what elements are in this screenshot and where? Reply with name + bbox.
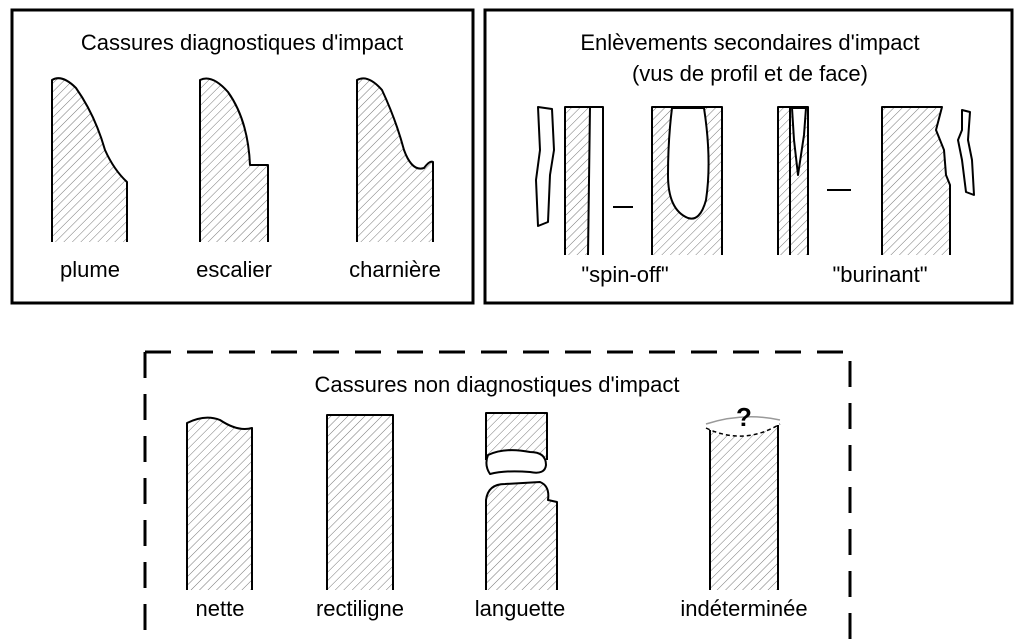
spin-off-shapes [535, 106, 723, 256]
item-label: indéterminée [680, 596, 807, 621]
item-label: nette [196, 596, 245, 621]
languette-shape [485, 412, 558, 590]
item-label: languette [475, 596, 566, 621]
panel-frame [10, 8, 475, 305]
panel-title: Cassures non diagnostiques d'impact [315, 372, 680, 397]
nette-shape [186, 416, 253, 590]
item-label: rectiligne [316, 596, 404, 621]
item-label: "burinant" [832, 262, 927, 287]
item-label: charnière [349, 257, 441, 282]
indeterminee-shape [705, 416, 781, 590]
panel-frame [483, 8, 1014, 305]
item-label: "spin-off" [581, 262, 668, 287]
item-label: plume [60, 257, 120, 282]
item-label: escalier [196, 257, 272, 282]
panel-title: (vus de profil et de face) [632, 61, 868, 86]
plume-shape [51, 77, 128, 242]
escalier-shape [199, 77, 269, 242]
panel-frame [143, 350, 852, 640]
rectiligne-shape [326, 414, 394, 590]
burinant-shapes [777, 106, 975, 255]
panel-title: Cassures diagnostiques d'impact [81, 30, 403, 55]
question-mark: ? [736, 402, 752, 432]
panel-title: Enlèvements secondaires d'impact [580, 30, 919, 55]
charniere-shape [356, 77, 434, 242]
